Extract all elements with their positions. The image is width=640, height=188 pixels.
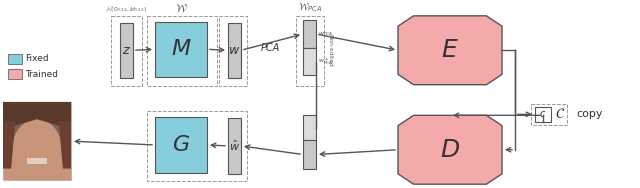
- Bar: [8, 54, 22, 64]
- Bar: [303, 20, 316, 48]
- Polygon shape: [398, 115, 502, 184]
- Text: $\hat{w}$: $\hat{w}$: [229, 139, 240, 153]
- Text: $D$: $D$: [440, 138, 460, 162]
- Bar: [228, 23, 241, 78]
- Polygon shape: [3, 121, 15, 169]
- Text: $M$: $M$: [171, 39, 191, 59]
- Bar: [27, 158, 47, 164]
- Bar: [155, 117, 207, 173]
- Polygon shape: [398, 16, 502, 85]
- Text: Fixed: Fixed: [25, 54, 49, 63]
- Text: $z$: $z$: [122, 44, 131, 57]
- Bar: [303, 140, 316, 169]
- Bar: [8, 69, 22, 79]
- Bar: [120, 23, 133, 78]
- Bar: [296, 16, 324, 86]
- Bar: [111, 16, 142, 86]
- Text: Trained: Trained: [25, 70, 58, 79]
- Text: $c$: $c$: [540, 109, 547, 119]
- Bar: [155, 22, 207, 77]
- Text: $G$: $G$: [172, 135, 190, 155]
- Text: $\mathcal{C}$: $\mathcal{C}$: [555, 107, 565, 121]
- Polygon shape: [59, 121, 71, 169]
- Text: $\mathcal{N}(0_{512}, Id_{512})$: $\mathcal{N}(0_{512}, Id_{512})$: [105, 4, 147, 14]
- Bar: [3, 102, 71, 145]
- Bar: [535, 107, 551, 122]
- Text: $w$: $w$: [228, 44, 241, 57]
- Polygon shape: [3, 102, 71, 129]
- Text: $w^{\perp}_{PCA}$: $w^{\perp}_{PCA}$: [318, 56, 333, 67]
- Bar: [147, 16, 217, 86]
- Bar: [228, 118, 241, 174]
- Text: $\mathcal{W}$: $\mathcal{W}$: [175, 2, 189, 14]
- Text: $w_{PCA}$: $w_{PCA}$: [318, 30, 333, 38]
- Text: Non-edited: Non-edited: [327, 34, 332, 67]
- Ellipse shape: [13, 119, 61, 176]
- Text: copy: copy: [576, 109, 602, 119]
- Text: $\mathcal{W}_{PCA}$: $\mathcal{W}_{PCA}$: [298, 1, 322, 14]
- Bar: [3, 102, 71, 180]
- Text: PCA: PCA: [261, 43, 280, 53]
- Bar: [219, 16, 247, 86]
- Bar: [147, 111, 247, 181]
- Text: $E$: $E$: [441, 38, 459, 62]
- Bar: [303, 115, 316, 140]
- Bar: [531, 104, 567, 125]
- Bar: [303, 48, 316, 75]
